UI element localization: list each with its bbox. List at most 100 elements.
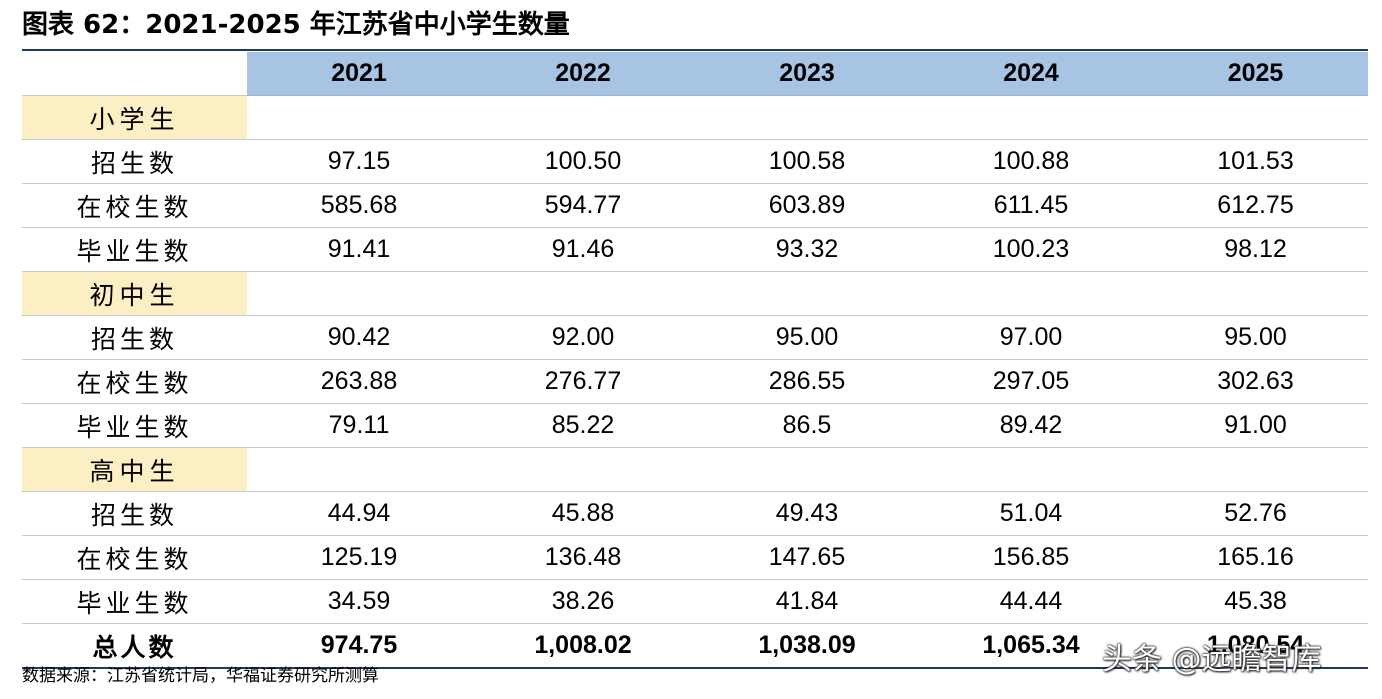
value-cell: 276.77: [471, 359, 695, 404]
value-cell: 49.43: [695, 491, 919, 536]
row-label: 招生数: [22, 491, 247, 536]
value-cell: 79.11: [247, 403, 471, 448]
year-header: 2024: [919, 52, 1143, 96]
row-label: 毕业生数: [22, 579, 247, 624]
total-value-cell: 974.75: [247, 623, 471, 669]
value-cell: 52.76: [1143, 491, 1368, 536]
empty-cell: [247, 271, 471, 316]
empty-cell: [247, 95, 471, 140]
year-header: 2021: [247, 52, 471, 96]
value-cell: 92.00: [471, 315, 695, 360]
value-cell: 44.44: [919, 579, 1143, 624]
title-divider: [22, 49, 1368, 51]
total-value-cell: 1,080.54: [1143, 623, 1368, 669]
year-header: 2022: [471, 52, 695, 96]
watermark: 头条 @远瞻智库: [1102, 642, 1322, 677]
table-row: 招生数 44.94 45.88 49.43 51.04 52.76: [22, 491, 1368, 536]
value-cell: 95.00: [695, 315, 919, 360]
empty-cell: [1143, 95, 1368, 140]
group-label: 初中生: [22, 271, 247, 316]
empty-cell: [471, 271, 695, 316]
value-cell: 97.00: [919, 315, 1143, 360]
empty-cell: [695, 271, 919, 316]
total-label: 总人数: [22, 623, 247, 669]
value-cell: 585.68: [247, 183, 471, 228]
row-label: 招生数: [22, 139, 247, 184]
value-cell: 100.23: [919, 227, 1143, 272]
total-value-cell: 1,038.09: [695, 623, 919, 669]
group-header-row: 高中生: [22, 447, 1368, 492]
value-cell: 286.55: [695, 359, 919, 404]
empty-cell: [919, 271, 1143, 316]
row-label: 在校生数: [22, 359, 247, 404]
student-count-table: 2021 2022 2023 2024 2025 小学生 招生数 97.15 100.…: [22, 52, 1368, 669]
group-label: 小学生: [22, 95, 247, 140]
group-label: 高中生: [22, 447, 247, 492]
value-cell: 302.63: [1143, 359, 1368, 404]
value-cell: 45.38: [1143, 579, 1368, 624]
row-label: 毕业生数: [22, 403, 247, 448]
table-row: 在校生数 585.68 594.77 603.89 611.45 612.75: [22, 183, 1368, 228]
value-cell: 100.88: [919, 139, 1143, 184]
value-cell: 101.53: [1143, 139, 1368, 184]
value-cell: 603.89: [695, 183, 919, 228]
value-cell: 34.59: [247, 579, 471, 624]
value-cell: 44.94: [247, 491, 471, 536]
value-cell: 91.41: [247, 227, 471, 272]
value-cell: 611.45: [919, 183, 1143, 228]
value-cell: 156.85: [919, 535, 1143, 580]
year-header-row: 2021 2022 2023 2024 2025: [22, 52, 1368, 96]
year-header: 2023: [695, 52, 919, 96]
total-row: 总人数 974.75 1,008.02 1,038.09 1,065.34 1,080.5…: [22, 623, 1368, 669]
table-row: 毕业生数 79.11 85.22 86.5 89.42 91.00: [22, 403, 1368, 448]
value-cell: 93.32: [695, 227, 919, 272]
empty-cell: [1143, 271, 1368, 316]
empty-cell: [919, 95, 1143, 140]
group-header-row: 小学生: [22, 95, 1368, 140]
empty-cell: [695, 447, 919, 492]
year-header: 2025: [1143, 52, 1368, 96]
value-cell: 136.48: [471, 535, 695, 580]
value-cell: 89.42: [919, 403, 1143, 448]
empty-cell: [247, 447, 471, 492]
table-title: 图表 62：2021-2025 年江苏省中小学生数量: [22, 10, 570, 40]
table-row: 毕业生数 34.59 38.26 41.84 44.44 45.38: [22, 579, 1368, 624]
value-cell: 95.00: [1143, 315, 1368, 360]
value-cell: 85.22: [471, 403, 695, 448]
table-row: 在校生数 125.19 136.48 147.65 156.85 165.16: [22, 535, 1368, 580]
table-body: 小学生 招生数 97.15 100.50 100.58 100.88 101.53 在校生数 5…: [22, 95, 1368, 669]
value-cell: 41.84: [695, 579, 919, 624]
table-row: 招生数 97.15 100.50 100.58 100.88 101.53: [22, 139, 1368, 184]
empty-cell: [919, 447, 1143, 492]
table-row: 在校生数 263.88 276.77 286.55 297.05 302.63: [22, 359, 1368, 404]
value-cell: 263.88: [247, 359, 471, 404]
value-cell: 91.00: [1143, 403, 1368, 448]
row-label: 在校生数: [22, 535, 247, 580]
value-cell: 86.5: [695, 403, 919, 448]
total-value-cell: 1,065.34: [919, 623, 1143, 669]
row-label: 毕业生数: [22, 227, 247, 272]
group-header-row: 初中生: [22, 271, 1368, 316]
value-cell: 45.88: [471, 491, 695, 536]
value-cell: 125.19: [247, 535, 471, 580]
value-cell: 594.77: [471, 183, 695, 228]
value-cell: 100.50: [471, 139, 695, 184]
value-cell: 51.04: [919, 491, 1143, 536]
total-value-cell: 1,008.02: [471, 623, 695, 669]
empty-cell: [695, 95, 919, 140]
empty-cell: [471, 447, 695, 492]
value-cell: 612.75: [1143, 183, 1368, 228]
row-label: 招生数: [22, 315, 247, 360]
value-cell: 38.26: [471, 579, 695, 624]
value-cell: 90.42: [247, 315, 471, 360]
empty-cell: [471, 95, 695, 140]
value-cell: 97.15: [247, 139, 471, 184]
value-cell: 165.16: [1143, 535, 1368, 580]
corner-cell: [22, 52, 247, 96]
table-row: 毕业生数 91.41 91.46 93.32 100.23 98.12: [22, 227, 1368, 272]
value-cell: 100.58: [695, 139, 919, 184]
value-cell: 91.46: [471, 227, 695, 272]
row-label: 在校生数: [22, 183, 247, 228]
value-cell: 147.65: [695, 535, 919, 580]
source-note: 数据来源：江苏省统计局，华福证券研究所测算: [22, 666, 379, 686]
